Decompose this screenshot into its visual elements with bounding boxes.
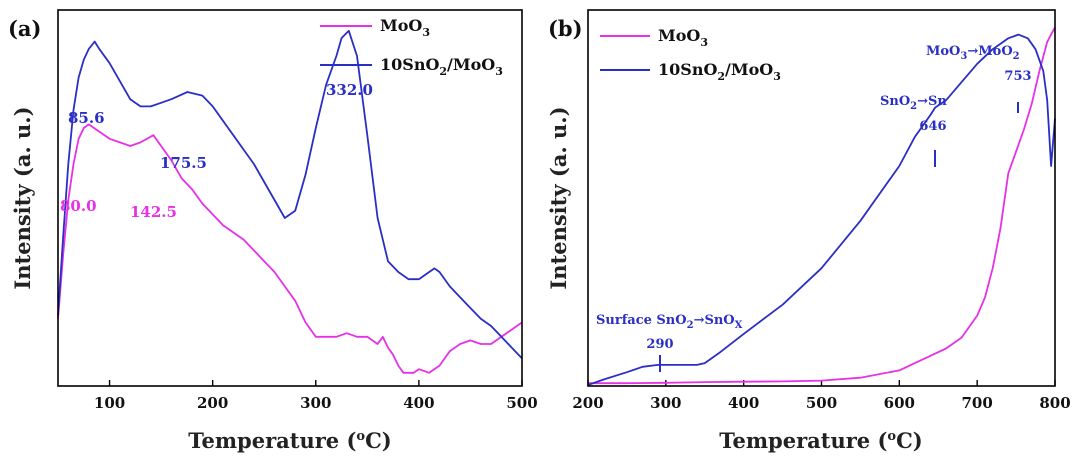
- annotation-b-646-label: SnO2→Sn: [880, 94, 947, 112]
- legend-a-moo3-label: MoO3: [380, 16, 430, 39]
- annotation-a-175-5: 175.5: [160, 154, 207, 172]
- annotation-b-646-value: 646: [919, 119, 946, 134]
- panel-b-xtick-label-200: 200: [572, 394, 603, 412]
- panel-b-xtick-label-700: 700: [962, 394, 993, 412]
- annotation-a-142-5: 142.5: [130, 203, 177, 221]
- panel-b-xtick-label-400: 400: [728, 394, 759, 412]
- panel-b-series-moo3-line: [588, 26, 1056, 385]
- legend-a-sn-label: 10SnO2/MoO3: [380, 55, 503, 78]
- annotation-b-290-value: 290: [646, 337, 673, 352]
- panel-a-xtick-label-500: 500: [506, 394, 537, 412]
- panel-a-xtick-label-200: 200: [197, 394, 228, 412]
- panel-b-series-sno2-moo3-line: [587, 33, 1056, 386]
- panel-b-frame: [587, 9, 1056, 387]
- annotation-b-290: Surface SnO2→SnOX 290: [596, 313, 743, 372]
- panel-a-frame: [57, 9, 523, 387]
- annotation-a-85-6: 85.6: [68, 109, 105, 127]
- panel-a-lines: [57, 29, 523, 374]
- panel-a-ylabel: Intensity (a. u.): [10, 106, 35, 289]
- panel-b-xtick-label-300: 300: [650, 394, 681, 412]
- annotation-a-80-0: 80.0: [60, 197, 97, 215]
- legend-b-sn-label: 10SnO2/MoO3: [658, 60, 781, 83]
- legend-b-moo3-label: MoO3: [658, 26, 708, 49]
- annotation-b-753-label: MoO3→MoO2: [926, 44, 1020, 62]
- panel-b-ticks: 200 300 400 500 600 700 800: [572, 380, 1071, 412]
- annotation-b-753: MoO3→MoO2 753: [926, 44, 1032, 113]
- panel-a-label: (a): [8, 16, 41, 41]
- panel-a-series-moo3-line: [57, 123, 523, 374]
- panel-b-legend: MoO3 10SnO2/MoO3: [600, 26, 781, 83]
- panel-b-xlabel: Temperature (oC): [719, 428, 922, 453]
- annotation-a-332-0: 332.0: [326, 81, 373, 99]
- panel-b-label: (b): [548, 16, 583, 41]
- annotation-b-646: SnO2→Sn 646: [880, 94, 947, 167]
- panel-a-xtick-label-300: 300: [300, 394, 331, 412]
- panel-a-xtick-label-400: 400: [403, 394, 434, 412]
- panel-b-lines: [587, 26, 1056, 386]
- panel-b-xtick-label-800: 800: [1039, 394, 1070, 412]
- panel-a-ticks: 100 200 300 400 500: [94, 380, 538, 412]
- panel-a: (a) 100 200 300 400 500 Intensity (a. u.) Te…: [8, 9, 538, 453]
- panel-b: (b) 200 300 400 500 600 700 800 Intensity (a. …: [546, 9, 1071, 453]
- panel-a-xlabel: Temperature (oC): [188, 428, 391, 453]
- panel-b-xtick-label-600: 600: [884, 394, 915, 412]
- panel-b-xtick-label-500: 500: [806, 394, 837, 412]
- annotation-b-290-label: Surface SnO2→SnOX: [596, 313, 743, 331]
- panel-b-ylabel: Intensity (a. u.): [546, 106, 571, 289]
- panel-a-legend: MoO3 10SnO2/MoO3: [320, 16, 503, 78]
- annotation-b-753-value: 753: [1004, 69, 1031, 84]
- panel-a-series-sno2-moo3-line: [57, 29, 523, 360]
- panel-a-xtick-label-100: 100: [94, 394, 125, 412]
